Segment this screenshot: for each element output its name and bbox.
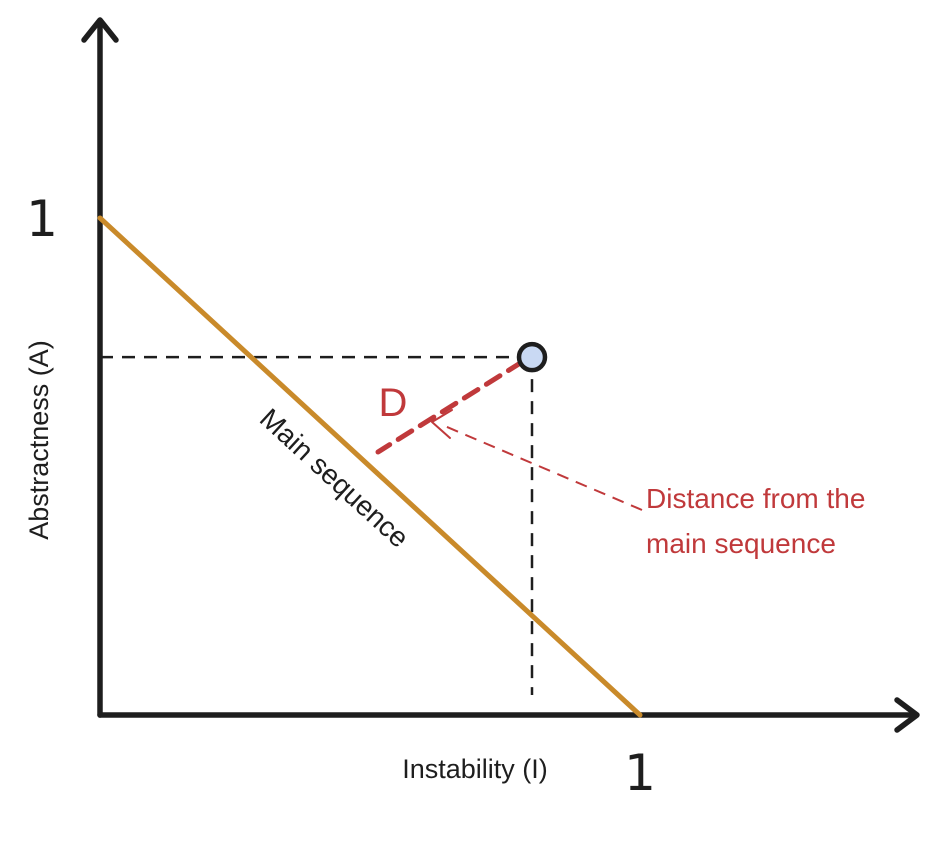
- arrow-right-icon: [894, 697, 920, 733]
- main-sequence-line: [97, 215, 643, 718]
- component-point: [516, 341, 548, 373]
- arrow-up-icon: [81, 17, 119, 43]
- distance-annotation-line-2: main sequence: [646, 528, 836, 559]
- x-axis-label: Instability (I): [402, 754, 548, 784]
- annotation-line: [439, 423, 643, 511]
- y-axis-label: Abstractness (A): [24, 340, 54, 540]
- main-sequence-label: Main sequence: [254, 402, 415, 553]
- arrow-head-icon: [431, 409, 453, 439]
- x-axis-max-tick: 1: [624, 744, 656, 802]
- distance-label: D: [379, 381, 408, 425]
- distance-line: [375, 359, 525, 455]
- y-axis-max-tick: 1: [26, 190, 58, 248]
- distance-annotation-line-1: Distance from the: [646, 483, 865, 514]
